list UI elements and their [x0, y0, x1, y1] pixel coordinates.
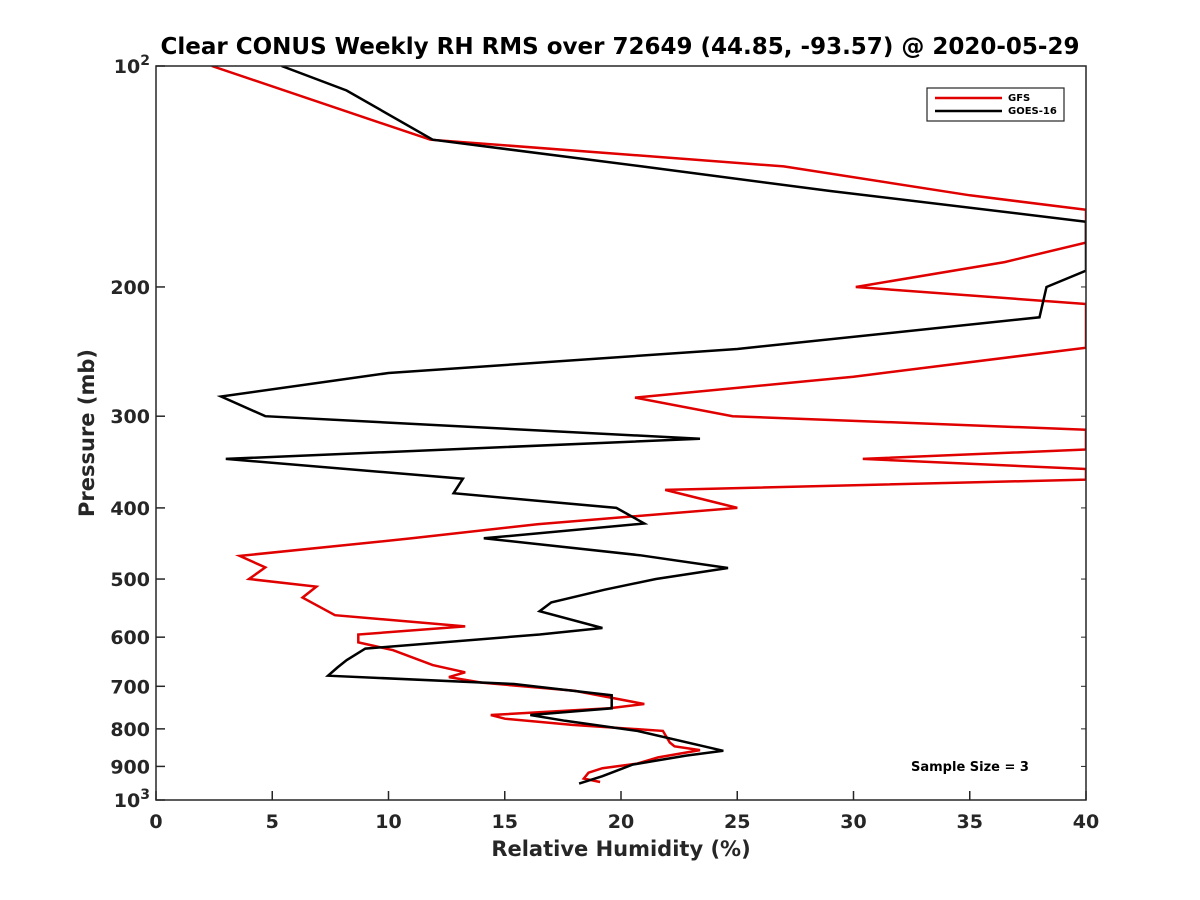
x-tick-label: 20	[608, 811, 634, 833]
plot-frame	[155, 65, 1087, 801]
y-axis: 102 200 300 400 500 600 700 800 900 103	[110, 53, 1086, 812]
x-tick-label: 35	[957, 811, 983, 833]
x-tick-label: 25	[724, 811, 750, 833]
y-tick-label: 500	[110, 569, 150, 591]
y-tick-label: 300	[110, 406, 150, 428]
y-tick-label: 200	[110, 277, 150, 299]
sample-size-annotation: Sample Size = 3	[911, 760, 1029, 775]
x-axis-label: Relative Humidity (%)	[491, 837, 750, 861]
y-tick-label: 700	[110, 676, 150, 698]
series-layer	[211, 66, 1086, 785]
x-tick-label: 15	[492, 811, 518, 833]
y-tick-label: 400	[110, 498, 150, 520]
x-tick-label: 30	[840, 811, 866, 833]
y-tick-label: 600	[110, 627, 150, 649]
x-tick-label: 40	[1073, 811, 1099, 833]
chart-title: Clear CONUS Weekly RH RMS over 72649 (44…	[161, 34, 1080, 60]
y-tick-label: 102	[114, 53, 150, 78]
legend: GFS GOES-16	[926, 87, 1065, 122]
series-line-goes16	[216, 66, 1086, 785]
series-line-gfs	[211, 66, 1086, 784]
y-tick-label: 900	[110, 756, 150, 778]
y-axis-label: Pressure (mb)	[75, 349, 99, 517]
y-tick-label: 800	[110, 719, 150, 741]
y-tick-label: 103	[114, 787, 150, 812]
legend-label-goes16: GOES-16	[1008, 106, 1057, 117]
legend-box	[926, 87, 1065, 122]
legend-label-gfs: GFS	[1008, 93, 1030, 104]
x-tick-label: 10	[375, 811, 401, 833]
x-axis: 0 5 10 15 20 25 30 35 40	[149, 791, 1099, 833]
x-tick-label: 5	[266, 811, 279, 833]
x-tick-label: 0	[149, 811, 162, 833]
